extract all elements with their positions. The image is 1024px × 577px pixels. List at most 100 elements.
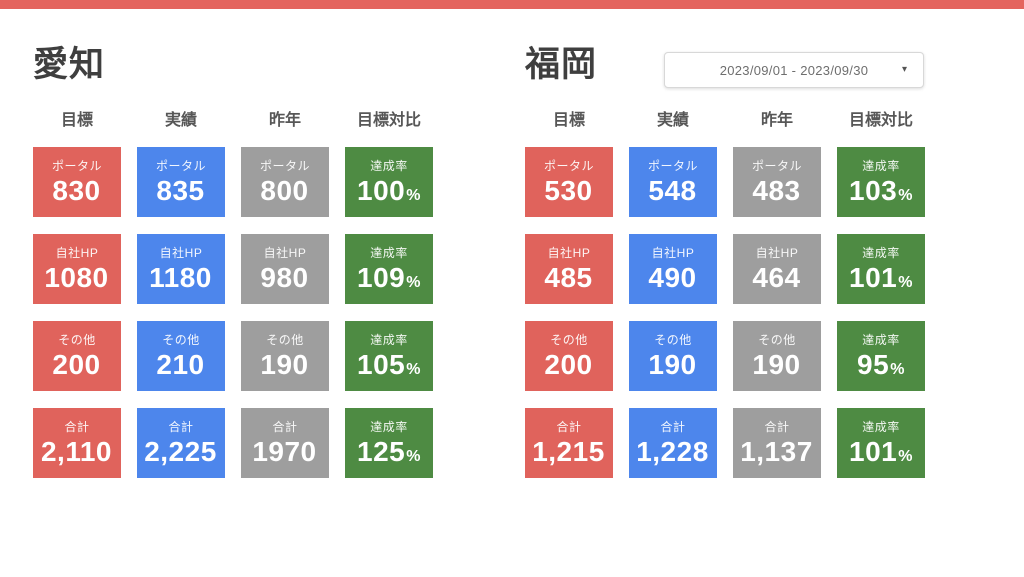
value-number: 100	[357, 174, 406, 206]
scorecard-last-year: 合計 1970	[241, 408, 329, 478]
scorecard-value: 95%	[857, 348, 905, 380]
scorecard-value: 2,110	[40, 435, 113, 467]
scorecard-target: 合計 2,110	[33, 408, 121, 478]
scorecard-label: 合計	[168, 419, 194, 434]
scorecard-target: その他 200	[525, 321, 613, 391]
scorecard-value: 125%	[357, 435, 421, 467]
scorecard-target: ポータル 830	[33, 147, 121, 217]
scorecard-rate: 達成率 95%	[837, 321, 925, 391]
column-header-last-year: 昨年	[760, 112, 793, 129]
value-number: 1,215	[532, 435, 605, 467]
scorecard-actual: ポータル 835	[137, 147, 225, 217]
scorecard-label: ポータル	[51, 158, 102, 173]
scorecard-target: ポータル 530	[525, 147, 613, 217]
column-header-row: 目標 実績 昨年 目標対比	[33, 112, 433, 130]
value-number: 1180	[149, 261, 212, 293]
value-number: 105	[357, 348, 406, 380]
scorecard-actual: 自社HP 1180	[137, 234, 225, 304]
scorecard-label: 達成率	[862, 419, 900, 434]
scorecard-value: 1080	[44, 261, 109, 293]
value-number: 483	[752, 174, 801, 206]
scorecard-last-year: 自社HP 464	[733, 234, 821, 304]
column-header-actual: 実績	[164, 112, 197, 129]
scorecard-value: 200	[52, 350, 101, 379]
caret-down-icon: ▾	[901, 64, 907, 75]
scorecard-value: 464	[752, 263, 801, 292]
scorecard-label: 合計	[660, 419, 686, 434]
scorecard-label: ポータル	[647, 158, 698, 173]
scorecard-grid: ポータル 530 ポータル 548 ポータル 483 達成率 103% 自社HP…	[525, 147, 925, 478]
scorecard-value: 548	[648, 176, 697, 205]
scorecard-value: 1,215	[532, 435, 606, 467]
value-unit: %	[406, 360, 421, 378]
value-number: 800	[260, 174, 309, 206]
scorecard-value: 103%	[849, 174, 913, 206]
scorecard-value: 1970	[252, 435, 317, 467]
value-number: 830	[52, 174, 101, 206]
scorecard-value: 190	[260, 348, 309, 380]
scorecard-value: 190	[648, 348, 697, 380]
scorecard-value: 800	[260, 174, 309, 206]
scorecard-label: 達成率	[862, 245, 900, 260]
scorecard-value: 1180	[149, 261, 213, 293]
panel-fukuoka: 福岡 目標 実績 昨年 目標対比 ポータル 530 ポータル 548 ポータル …	[525, 0, 925, 577]
value-number: 485	[544, 261, 593, 293]
value-number: 103	[849, 174, 898, 206]
scorecard-value: 980	[260, 263, 309, 292]
scorecard-value: 109%	[357, 263, 421, 292]
value-number: 95	[857, 348, 890, 380]
value-number: 2,225	[144, 435, 217, 467]
scorecard-last-year: その他 190	[733, 321, 821, 391]
scorecard-value: 210	[156, 348, 205, 380]
scorecard-target: その他 200	[33, 321, 121, 391]
scorecard-value: 101%	[849, 261, 913, 293]
value-number: 125	[357, 435, 406, 467]
column-header-actual: 実績	[656, 112, 689, 129]
scorecard-value: 1,137	[740, 437, 814, 466]
date-range-value: 2023/09/01 - 2023/09/30	[719, 62, 869, 78]
scorecard-label: 達成率	[370, 158, 408, 173]
value-unit: %	[406, 273, 421, 291]
value-number: 2,110	[40, 435, 113, 467]
panel-title: 福岡	[525, 45, 598, 84]
scorecard-actual: 合計 2,225	[137, 408, 225, 478]
scorecard-label: ポータル	[259, 158, 310, 173]
scorecard-actual: その他 190	[629, 321, 717, 391]
scorecard-label: その他	[58, 332, 96, 347]
scorecard-label: 自社HP	[547, 245, 591, 260]
column-header-rate: 目標対比	[848, 112, 913, 129]
value-number: 1970	[252, 435, 317, 467]
value-number: 101	[849, 435, 898, 467]
value-number: 101	[849, 261, 898, 293]
value-number: 1080	[44, 261, 109, 293]
value-number: 210	[156, 348, 205, 380]
value-number: 190	[260, 348, 309, 380]
value-unit: %	[406, 447, 421, 465]
column-header-rate: 目標対比	[356, 112, 421, 129]
value-number: 1,228	[636, 435, 709, 467]
scorecard-label: ポータル	[751, 158, 802, 173]
scorecard-target: 自社HP 1080	[33, 234, 121, 304]
scorecard-label: その他	[654, 332, 692, 347]
scorecard-value: 100%	[357, 174, 421, 206]
scorecard-label: 達成率	[370, 332, 408, 347]
scorecard-label: その他	[758, 332, 796, 347]
date-range-picker[interactable]: 2023/09/01 - 2023/09/30 ▾	[664, 52, 924, 88]
top-accent-bar	[0, 0, 1024, 9]
scorecard-label: 自社HP	[159, 245, 203, 260]
scorecard-last-year: ポータル 800	[241, 147, 329, 217]
scorecard-target: 合計 1,215	[525, 408, 613, 478]
column-header-row: 目標 実績 昨年 目標対比	[525, 112, 925, 130]
scorecard-label: 達成率	[862, 158, 900, 173]
value-number: 190	[648, 348, 697, 380]
scorecard-label: ポータル	[543, 158, 594, 173]
scorecard-rate: 達成率 109%	[345, 234, 433, 304]
scorecard-last-year: 合計 1,137	[733, 408, 821, 478]
scorecard-label: 合計	[64, 419, 90, 434]
scorecard-value: 200	[544, 350, 593, 379]
scorecard-actual: 自社HP 490	[629, 234, 717, 304]
scorecard-label: 自社HP	[263, 245, 307, 260]
scorecard-label: 合計	[556, 419, 582, 434]
scorecard-value: 101%	[849, 435, 913, 467]
scorecard-value: 105%	[357, 348, 421, 380]
